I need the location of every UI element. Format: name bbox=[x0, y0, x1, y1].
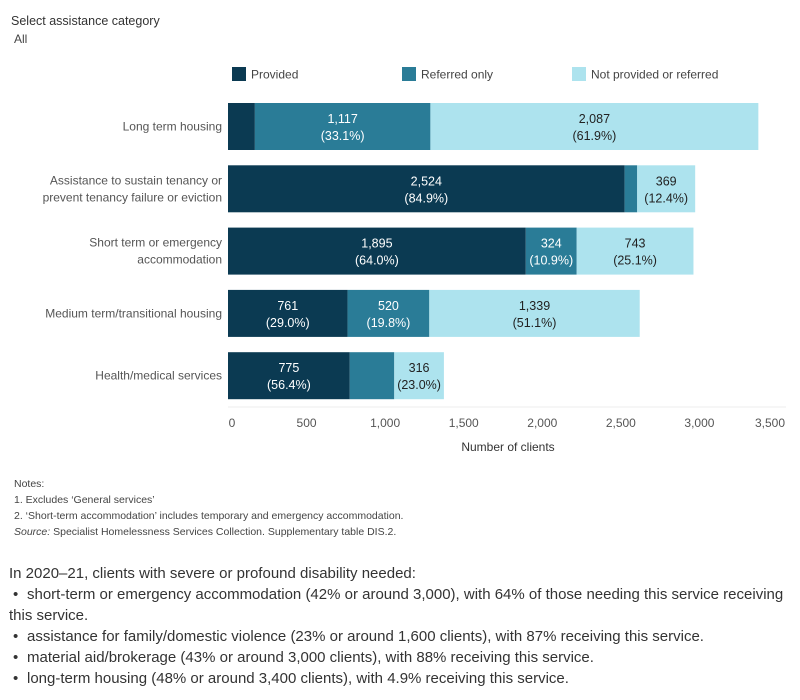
bar-segment bbox=[228, 289, 348, 337]
legend-swatch bbox=[572, 67, 586, 81]
x-tick-label: 1,500 bbox=[449, 416, 479, 430]
data-label-percent: (25.1%) bbox=[613, 254, 657, 268]
data-label-percent: (84.9%) bbox=[404, 191, 448, 205]
data-label-value: 761 bbox=[277, 299, 298, 313]
notes-heading: Notes: bbox=[14, 478, 45, 490]
filter-label: Select assistance category bbox=[11, 14, 160, 28]
x-tick-label: 3,000 bbox=[684, 416, 714, 430]
data-label-percent: (33.1%) bbox=[321, 129, 365, 143]
data-label-value: 324 bbox=[541, 237, 562, 251]
summary-bullet: material aid/brokerage (43% or around 3,… bbox=[9, 647, 794, 668]
x-tick-label: 1,000 bbox=[370, 416, 400, 430]
summary-intro: In 2020–21, clients with severe or profo… bbox=[9, 565, 416, 582]
legend-label: Provided bbox=[251, 68, 298, 82]
bar-segment bbox=[576, 227, 694, 275]
data-label-value: 316 bbox=[409, 361, 430, 375]
legend-label: Referred only bbox=[421, 68, 493, 82]
category-label: Assistance to sustain tenancy or bbox=[50, 173, 222, 187]
x-tick-label: 3,500 bbox=[755, 416, 785, 430]
data-label-percent: (51.1%) bbox=[513, 316, 557, 330]
x-tick-label: 2,500 bbox=[606, 416, 636, 430]
filter-dropdown[interactable]: All bbox=[14, 32, 28, 46]
data-label-value: 743 bbox=[625, 237, 646, 251]
bar-segment bbox=[394, 352, 444, 400]
notes: Notes: 1. Excludes ‘General services’ 2.… bbox=[14, 476, 403, 540]
data-label-value: 1,895 bbox=[361, 237, 392, 251]
bar-segment bbox=[228, 227, 526, 275]
data-label-percent: (29.0%) bbox=[266, 316, 310, 330]
data-label-value: 1,117 bbox=[327, 112, 357, 126]
x-axis-title: Number of clients bbox=[461, 440, 554, 454]
category-label: accommodation bbox=[137, 253, 222, 267]
legend-swatch bbox=[232, 67, 246, 81]
source-label: Source: bbox=[14, 526, 51, 538]
bar-segment bbox=[624, 165, 638, 213]
legend-swatch bbox=[402, 67, 416, 81]
summary-bullet: long-term housing (48% or around 3,400 c… bbox=[9, 668, 794, 689]
x-tick-label: 500 bbox=[297, 416, 317, 430]
data-label-percent: (19.8%) bbox=[367, 316, 411, 330]
category-label: Health/medical services bbox=[95, 369, 222, 383]
category-label: Long term housing bbox=[123, 120, 222, 134]
x-tick-label: 2,000 bbox=[527, 416, 557, 430]
bar-segment bbox=[228, 165, 625, 213]
data-label-percent: (23.0%) bbox=[397, 378, 441, 392]
data-label-percent: (12.4%) bbox=[644, 191, 688, 205]
data-label-value: 369 bbox=[656, 174, 677, 188]
legend-label: Not provided or referred bbox=[591, 68, 718, 82]
bar-segment bbox=[349, 352, 395, 400]
category-label: prevent tenancy failure or eviction bbox=[43, 190, 222, 204]
category-label: Short term or emergency bbox=[89, 236, 222, 250]
bar-segment bbox=[430, 103, 759, 150]
bar-segment bbox=[228, 352, 350, 400]
note-item: 1. Excludes ‘General services’ bbox=[14, 494, 155, 506]
data-label-value: 1,339 bbox=[519, 299, 550, 313]
bar-segment bbox=[254, 103, 431, 150]
summary-bullet: assistance for family/domestic violence … bbox=[9, 626, 794, 647]
data-label-percent: (61.9%) bbox=[572, 129, 616, 143]
bar-segment bbox=[347, 289, 430, 337]
source-text: Specialist Homelessness Services Collect… bbox=[50, 526, 397, 538]
data-label-percent: (10.9%) bbox=[529, 254, 573, 268]
bar-segment bbox=[429, 289, 640, 337]
summary-bullet: short-term or emergency accommodation (4… bbox=[9, 584, 794, 626]
summary-list: short-term or emergency accommodation (4… bbox=[9, 584, 794, 689]
category-label: Medium term/transitional housing bbox=[45, 306, 222, 320]
summary-text: In 2020–21, clients with severe or profo… bbox=[9, 563, 794, 689]
data-label-value: 2,524 bbox=[411, 174, 442, 188]
data-label-percent: (56.4%) bbox=[267, 378, 311, 392]
source-note: Source: Specialist Homelessness Services… bbox=[14, 524, 403, 540]
bar-segment bbox=[637, 165, 696, 213]
bar-segment bbox=[525, 227, 577, 275]
x-tick-label: 0 bbox=[229, 416, 236, 430]
data-label-value: 520 bbox=[378, 299, 399, 313]
data-label-value: 2,087 bbox=[579, 112, 610, 126]
note-item: 2. ‘Short-term accommodation’ includes t… bbox=[14, 510, 404, 522]
data-label-percent: (64.0%) bbox=[355, 254, 399, 268]
stacked-bar-chart: Provided Referred only Not provided or ref… bbox=[43, 67, 786, 454]
data-label-value: 775 bbox=[278, 361, 299, 375]
bar-segment bbox=[228, 103, 255, 150]
